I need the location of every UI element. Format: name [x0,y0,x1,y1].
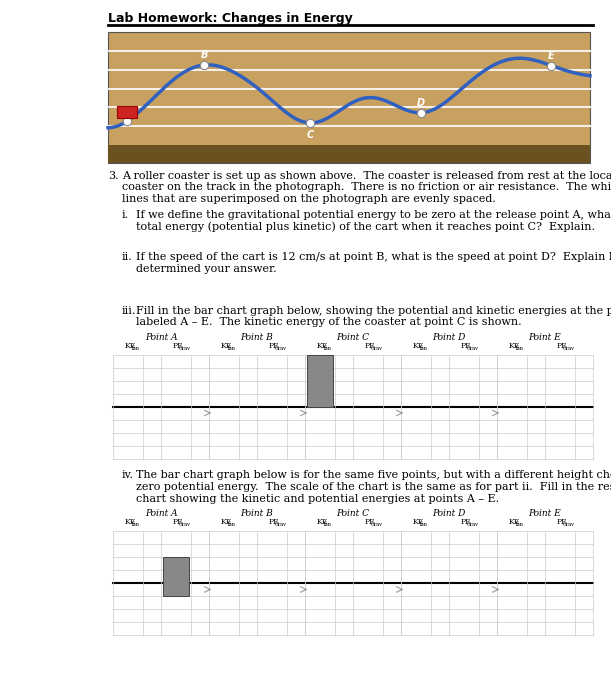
Text: Tan: Tan [227,346,236,351]
Bar [163,557,189,596]
Bar [307,354,333,407]
Text: zero potential energy.  The scale of the chart is the same as for part ii.  Fill: zero potential energy. The scale of the … [136,482,611,492]
Text: PE: PE [173,518,184,526]
Text: Tan: Tan [323,346,332,351]
Text: KE: KE [317,342,328,349]
Text: Point C: Point C [337,332,370,342]
Text: A roller coaster is set up as shown above.  The coaster is released from rest at: A roller coaster is set up as shown abov… [122,171,611,181]
Text: C: C [307,130,314,140]
Text: Point D: Point D [433,332,466,342]
Text: Grav: Grav [467,346,479,351]
Text: Tan: Tan [419,522,428,527]
Text: PE: PE [461,342,472,349]
Text: Grav: Grav [563,346,575,351]
Text: D: D [417,98,425,108]
Text: KE: KE [413,518,424,526]
Text: PE: PE [557,342,568,349]
Text: PE: PE [557,518,568,526]
Text: PE: PE [365,518,376,526]
Text: Tan: Tan [323,522,332,527]
Bar [108,145,590,163]
Text: Tan: Tan [131,522,140,527]
Text: KE: KE [509,518,520,526]
Text: PE: PE [461,518,472,526]
Text: Grav: Grav [467,522,479,527]
Bar [108,32,590,163]
Text: KE: KE [125,342,136,349]
Text: i.: i. [122,209,129,220]
Text: Point C: Point C [337,509,370,518]
Text: Point E: Point E [529,332,562,342]
Text: determined your answer.: determined your answer. [136,264,277,274]
Text: Point A: Point A [145,509,177,518]
Text: lines that are superimposed on the photograph are evenly spaced.: lines that are superimposed on the photo… [122,194,496,204]
Text: chart showing the kinetic and potential energies at points A – E.: chart showing the kinetic and potential … [136,494,499,503]
Text: Fill in the bar chart graph below, showing the potential and kinetic energies at: Fill in the bar chart graph below, showi… [136,305,611,316]
Text: KE: KE [509,342,520,349]
Text: PE: PE [365,342,376,349]
Text: PE: PE [173,342,184,349]
Text: KE: KE [125,518,136,526]
Text: KE: KE [221,518,232,526]
Text: total energy (potential plus kinetic) of the cart when it reaches point C?  Expl: total energy (potential plus kinetic) of… [136,221,595,232]
Text: iv.: iv. [122,470,134,480]
Text: PE: PE [269,342,280,349]
Text: If the speed of the cart is 12 cm/s at point B, what is the speed at point D?  E: If the speed of the cart is 12 cm/s at p… [136,253,611,262]
Text: iii.: iii. [122,305,136,316]
Text: ii.: ii. [122,253,133,262]
Text: Grav: Grav [179,522,191,527]
Text: KE: KE [413,342,424,349]
Text: The bar chart graph below is for the same five points, but with a different heig: The bar chart graph below is for the sam… [136,470,611,480]
Text: KE: KE [317,518,328,526]
Bar [117,106,137,118]
Text: Grav: Grav [371,346,383,351]
Text: Grav: Grav [563,522,575,527]
Text: Grav: Grav [275,522,287,527]
Text: Tan: Tan [515,522,524,527]
Text: Point E: Point E [529,509,562,518]
Text: A: A [123,106,131,116]
Text: PE: PE [269,518,280,526]
Text: Point A: Point A [145,332,177,342]
Text: coaster on the track in the photograph.  There is no friction or air resistance.: coaster on the track in the photograph. … [122,183,611,193]
Text: Grav: Grav [275,346,287,351]
Text: Tan: Tan [227,522,236,527]
Text: E: E [548,50,555,61]
Text: If we define the gravitational potential energy to be zero at the release point : If we define the gravitational potential… [136,209,611,220]
Text: Grav: Grav [179,346,191,351]
Text: Point D: Point D [433,509,466,518]
Text: labeled A – E.  The kinetic energy of the coaster at point C is shown.: labeled A – E. The kinetic energy of the… [136,317,522,327]
Text: Tan: Tan [419,346,428,351]
Text: 3.: 3. [108,171,119,181]
Text: B: B [200,50,208,60]
Text: Point B: Point B [241,332,273,342]
Text: Tan: Tan [131,346,140,351]
Text: Tan: Tan [515,346,524,351]
Text: KE: KE [221,342,232,349]
Text: Point B: Point B [241,509,273,518]
Text: Lab Homework: Changes in Energy: Lab Homework: Changes in Energy [108,12,353,25]
Text: Grav: Grav [371,522,383,527]
